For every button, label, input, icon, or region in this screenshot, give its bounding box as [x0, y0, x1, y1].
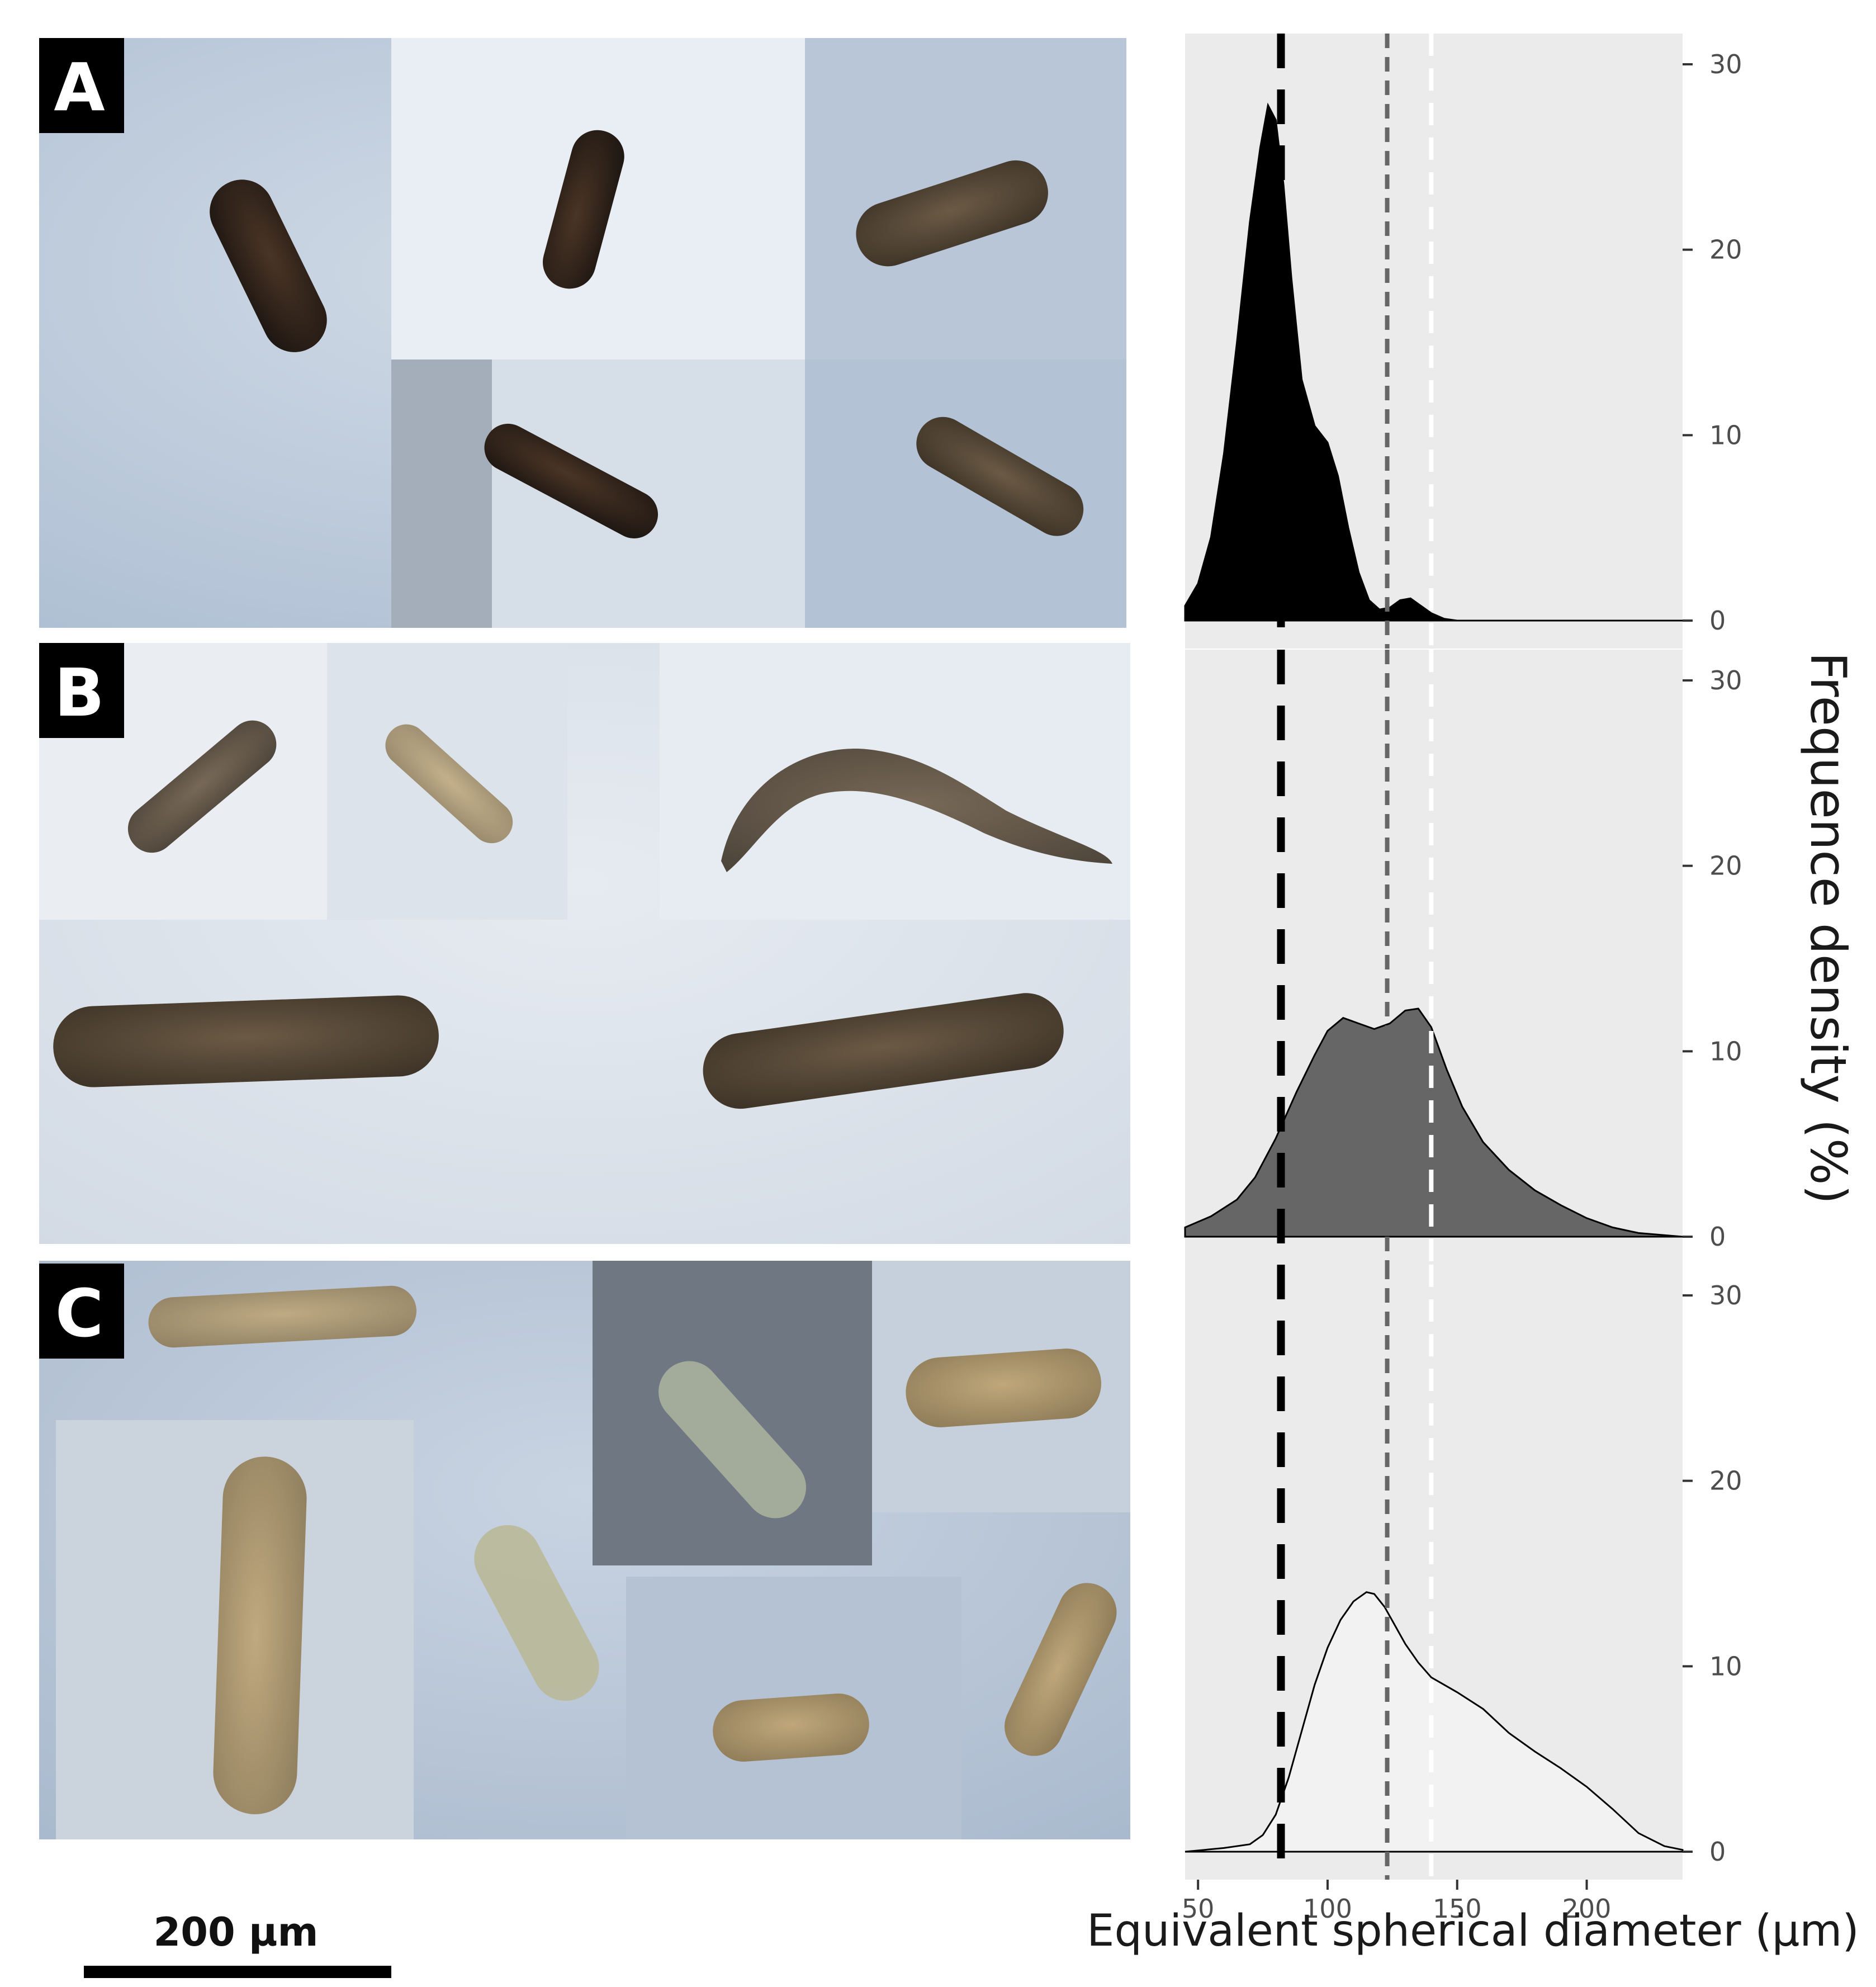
y-axis-title: Frequence density (%) — [1799, 652, 1857, 1204]
facet-b: 0 10 20 30 — [1184, 650, 1742, 1265]
x-tick-label: 50 — [1182, 1894, 1215, 1924]
scale-bar: 200 µm — [84, 1909, 391, 1978]
cell-b3 — [721, 749, 1112, 872]
cell-b1 — [127, 720, 277, 853]
y-tick-label: 0 — [1709, 1222, 1726, 1252]
y-tick-label: 20 — [1709, 851, 1742, 881]
y-tick-label: 0 — [1709, 1837, 1726, 1867]
cell-b5 — [703, 993, 1064, 1109]
panel-label-c: C — [55, 1275, 104, 1352]
y-tick-label: 0 — [1709, 605, 1726, 636]
facet-a: 0 10 20 30 — [1184, 34, 1742, 649]
cell-c3 — [474, 1525, 599, 1701]
cell-a2 — [543, 130, 624, 289]
cell-a3 — [856, 160, 1048, 267]
cell-c6 — [713, 1693, 869, 1762]
y-tick-label: 30 — [1709, 49, 1742, 79]
y-tick-label: 10 — [1709, 1651, 1742, 1681]
photo-panel-a: A — [39, 38, 1126, 628]
cell-c5 — [906, 1349, 1101, 1427]
y-tick-label: 20 — [1709, 1466, 1742, 1496]
panel-label-b: B — [54, 654, 105, 731]
photo-panel-b: B — [39, 643, 1130, 1244]
y-tick-label: 30 — [1709, 1280, 1742, 1311]
y-tick-label: 10 — [1709, 1036, 1742, 1066]
scale-bar-label: 200 µm — [154, 1909, 319, 1955]
y-tick-label: 20 — [1709, 235, 1742, 265]
x-tick-label: 200 — [1562, 1894, 1612, 1924]
cell-c1 — [148, 1285, 416, 1348]
y-tick-label: 30 — [1709, 665, 1742, 696]
x-axis-title: Equivalent spherical diameter (µm) — [1087, 1906, 1859, 1956]
density-area-c — [1185, 1591, 1684, 1853]
density-area-a — [1184, 102, 1683, 622]
panel-label-a: A — [54, 49, 105, 126]
photo-panel-c: C — [39, 1261, 1130, 1839]
cell-c4 — [659, 1361, 806, 1518]
cell-b2 — [385, 724, 513, 844]
cell-b4 — [53, 995, 439, 1087]
x-tick-label: 100 — [1303, 1894, 1352, 1924]
scale-bar-line — [84, 1966, 391, 1978]
x-tick-label: 150 — [1433, 1894, 1482, 1924]
y-tick-label: 10 — [1709, 420, 1742, 450]
cell-c7 — [1005, 1583, 1117, 1756]
cell-c2 — [213, 1456, 307, 1815]
cell-a5 — [916, 417, 1084, 536]
cell-a1 — [210, 179, 327, 352]
cell-a4 — [484, 423, 659, 538]
density-area-b — [1184, 1007, 1683, 1238]
density-chart: 0 10 20 30 0 10 20 30 0 10 20 30 50 100 150 200Equivale… — [1087, 34, 1859, 1956]
facet-c: 0 10 20 30 — [1185, 1265, 1742, 1880]
